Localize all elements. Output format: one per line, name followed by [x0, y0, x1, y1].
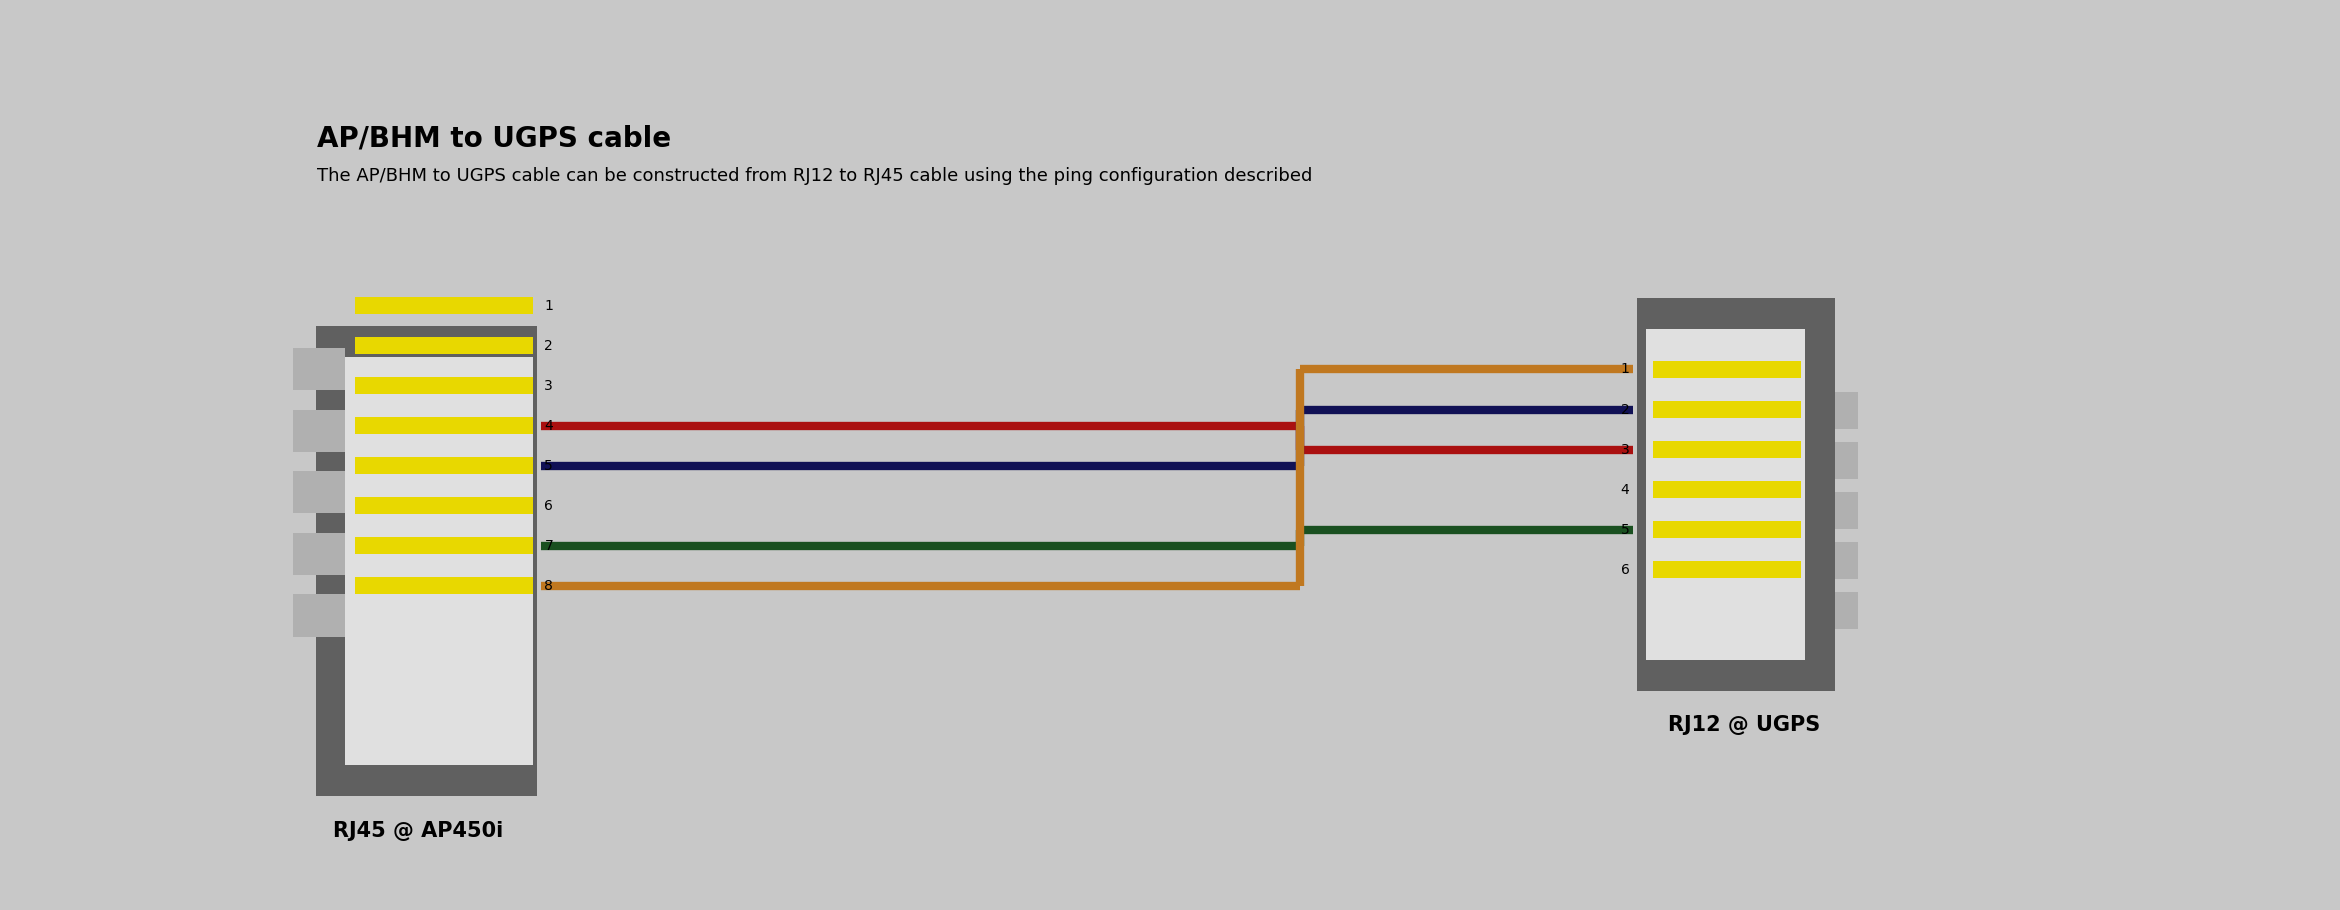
Bar [1835, 492, 1858, 529]
Text: 1: 1 [545, 298, 552, 312]
Bar [1652, 401, 1802, 418]
Bar [316, 327, 536, 796]
Text: 3: 3 [1622, 442, 1629, 457]
Bar [1647, 329, 1804, 660]
Text: 1: 1 [1622, 362, 1629, 377]
Text: 2: 2 [545, 339, 552, 352]
Text: 4: 4 [1622, 482, 1629, 497]
Bar [353, 577, 534, 594]
Text: AP/BHM to UGPS cable: AP/BHM to UGPS cable [318, 125, 672, 153]
Bar [1652, 361, 1802, 378]
Bar [353, 337, 534, 354]
Bar [1835, 442, 1858, 479]
Text: 6: 6 [545, 499, 552, 512]
Bar [353, 457, 534, 474]
Bar [1652, 521, 1802, 538]
Bar [346, 357, 534, 765]
Bar [353, 417, 534, 434]
Text: 5: 5 [545, 459, 552, 472]
Bar [1652, 481, 1802, 498]
Bar [353, 297, 534, 314]
Bar [292, 348, 346, 390]
Bar [292, 410, 346, 452]
Bar [353, 497, 534, 514]
Bar [353, 377, 534, 394]
Text: 5: 5 [1622, 522, 1629, 537]
Text: 3: 3 [545, 379, 552, 392]
Text: RJ12 @ UGPS: RJ12 @ UGPS [1668, 715, 1821, 735]
Bar [1652, 561, 1802, 578]
Bar [292, 594, 346, 637]
Text: 4: 4 [545, 419, 552, 432]
Bar [1835, 542, 1858, 579]
Bar [292, 532, 346, 575]
Text: 7: 7 [545, 539, 552, 552]
Bar [1835, 592, 1858, 629]
Bar [353, 537, 534, 554]
Bar [1652, 441, 1802, 458]
Bar [1638, 298, 1835, 691]
Bar [1835, 392, 1858, 429]
Text: 8: 8 [545, 579, 552, 592]
Text: 6: 6 [1622, 562, 1629, 577]
Text: RJ45 @ AP450i: RJ45 @ AP450i [332, 821, 503, 841]
Text: The AP/BHM to UGPS cable can be constructed from RJ12 to RJ45 cable using the pi: The AP/BHM to UGPS cable can be construc… [318, 167, 1313, 185]
Text: 2: 2 [1622, 402, 1629, 417]
Bar [292, 471, 346, 513]
